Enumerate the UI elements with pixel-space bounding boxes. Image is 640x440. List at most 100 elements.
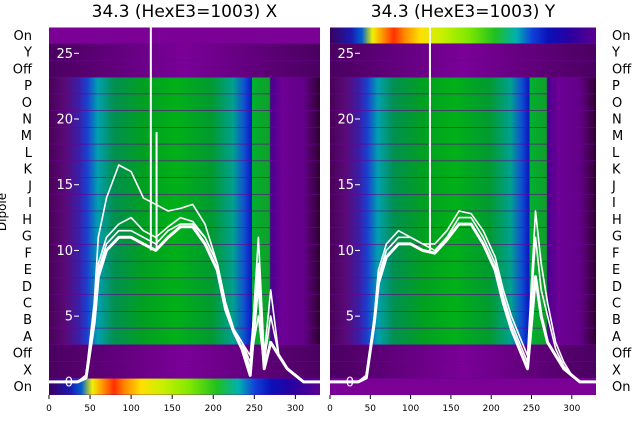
heatmap-row-h-10 — [330, 211, 596, 228]
dipole-label-left-18: P — [24, 79, 32, 94]
dipole-label-left-16: N — [22, 113, 32, 128]
dipole-label-left-14: L — [25, 146, 33, 161]
heatmap-row-x-1 — [49, 361, 320, 378]
dipole-label-right-12: J — [611, 179, 616, 194]
x-tick-label-100: 100 — [123, 404, 140, 414]
heatmap-row-on-21 — [49, 27, 320, 44]
dipole-label-left-5: C — [23, 297, 32, 312]
beam-line-s3 — [330, 222, 596, 384]
dipole-label-right-16: N — [612, 113, 622, 128]
dipole-label-left-17: O — [22, 96, 32, 111]
dipole-label-right-11: I — [612, 196, 616, 211]
dipole-label-right-1: X — [612, 363, 621, 378]
dipole-label-right-19: Off — [612, 62, 632, 77]
overlay-tick-label-10: 10 — [56, 244, 73, 259]
heatmap-row-j-12 — [330, 177, 596, 194]
heatmap-row-b-4 — [330, 311, 596, 328]
overlay-tick-label-20: 20 — [337, 113, 354, 128]
dipole-label-right-4: B — [612, 313, 621, 328]
x-tick-label-50: 50 — [365, 404, 377, 414]
beam-line-s2 — [330, 216, 596, 383]
x-tick-label-250: 250 — [523, 404, 540, 414]
x-tick-label-200: 200 — [483, 404, 500, 414]
heatmap-row-c-5 — [330, 294, 596, 312]
heatmap-row-g-9 — [49, 228, 320, 245]
heatmap-row-y-20 — [330, 44, 596, 61]
x-tick-label-250: 250 — [246, 404, 263, 414]
x-tick-label-100: 100 — [402, 404, 419, 414]
dipole-label-right-5: C — [612, 297, 621, 312]
dipole-label-right-20: Y — [611, 46, 620, 61]
dipole-label-left-11: I — [28, 196, 32, 211]
x-tick-label-300: 300 — [287, 404, 304, 414]
heatmap-row-on-0 — [330, 378, 596, 395]
heatmap-row-i-11 — [330, 194, 596, 211]
dipole-label-left-15: M — [21, 129, 32, 144]
dipole-label-right-6: D — [612, 280, 622, 295]
x-tick-label-300: 300 — [563, 404, 580, 414]
x-tick-label-0: 0 — [46, 404, 52, 414]
heatmap-row-e-7 — [330, 261, 596, 278]
heatmap-row-on-0 — [49, 378, 320, 395]
dipole-label-left-7: E — [24, 263, 32, 278]
dipole-label-left-20: Y — [23, 46, 32, 61]
heatmap-row-on-21 — [330, 27, 596, 44]
dipole-label-left-12: J — [27, 179, 32, 194]
heatmap-row-p-18 — [330, 77, 596, 94]
dipole-label-right-2: Off — [612, 347, 632, 362]
dipole-label-right-17: O — [612, 96, 622, 111]
heatmap-row-d-6 — [330, 278, 596, 295]
y-axis-label: Dipole — [0, 193, 9, 231]
dipole-label-left-8: F — [25, 246, 32, 261]
heatmap-row-o-17 — [330, 94, 596, 111]
heatmap-row-f-8 — [330, 244, 596, 261]
heatmap-row-c-5 — [49, 294, 320, 312]
dipole-label-left-19: Off — [13, 62, 33, 77]
panel-title-1: 34.3 (HexE3=1003) Y — [371, 2, 556, 22]
beam-line-s1 — [330, 210, 596, 383]
dipole-label-right-13: K — [612, 163, 621, 178]
dipole-label-right-18: P — [612, 79, 620, 94]
panel-title-0: 34.3 (HexE3=1003) X — [92, 2, 278, 22]
dipole-label-right-15: M — [612, 129, 623, 144]
dipole-label-right-9: G — [612, 230, 622, 245]
heatmap-row-k-13 — [330, 161, 596, 178]
beam-line-s4 — [49, 225, 320, 384]
x-tick-label-150: 150 — [442, 404, 459, 414]
x-tick-label-50: 50 — [84, 404, 96, 414]
overlay-tick-label-5: 5 — [65, 310, 73, 325]
dipole-label-left-1: X — [23, 363, 32, 378]
heatmap-row-k-13 — [49, 161, 320, 178]
x-tick-label-200: 200 — [205, 404, 222, 414]
overlay-tick-label-20: 20 — [56, 113, 73, 128]
overlay-tick-label-25: 25 — [337, 47, 354, 62]
dipole-label-left-4: B — [23, 313, 32, 328]
heatmap-row-j-12 — [49, 177, 320, 194]
heatmap-row-off-19 — [330, 60, 596, 77]
heatmap-row-f-8 — [49, 244, 320, 261]
dipole-label-right-0: On — [612, 380, 630, 395]
x-tick-label-150: 150 — [164, 404, 181, 414]
heatmap-row-b-4 — [49, 311, 320, 328]
heatmap-row-o-17 — [49, 94, 320, 111]
dipole-label-left-13: K — [23, 163, 32, 178]
dipole-label-right-14: L — [612, 146, 620, 161]
heatmap-row-m-15 — [330, 127, 596, 144]
overlay-tick-label-25: 25 — [56, 47, 73, 62]
heatmap-row-n-16 — [49, 110, 320, 128]
dipole-label-left-3: A — [23, 330, 32, 345]
heatmap-row-d-6 — [49, 278, 320, 295]
heatmap-row-n-16 — [330, 110, 596, 128]
heatmap-row-i-11 — [49, 194, 320, 211]
heatmap-row-e-7 — [49, 261, 320, 278]
heatmap-row-l-14 — [330, 144, 596, 161]
overlay-tick-label-5: 5 — [346, 310, 354, 325]
dipole-label-left-6: D — [22, 280, 32, 295]
heatmap-row-g-9 — [330, 228, 596, 245]
x-tick-label-0: 0 — [327, 404, 333, 414]
dipole-label-left-21: On — [14, 29, 32, 44]
overlay-tick-label-15: 15 — [56, 178, 73, 193]
dipole-label-right-21: On — [612, 29, 630, 44]
overlay-tick-label-10: 10 — [337, 244, 354, 259]
